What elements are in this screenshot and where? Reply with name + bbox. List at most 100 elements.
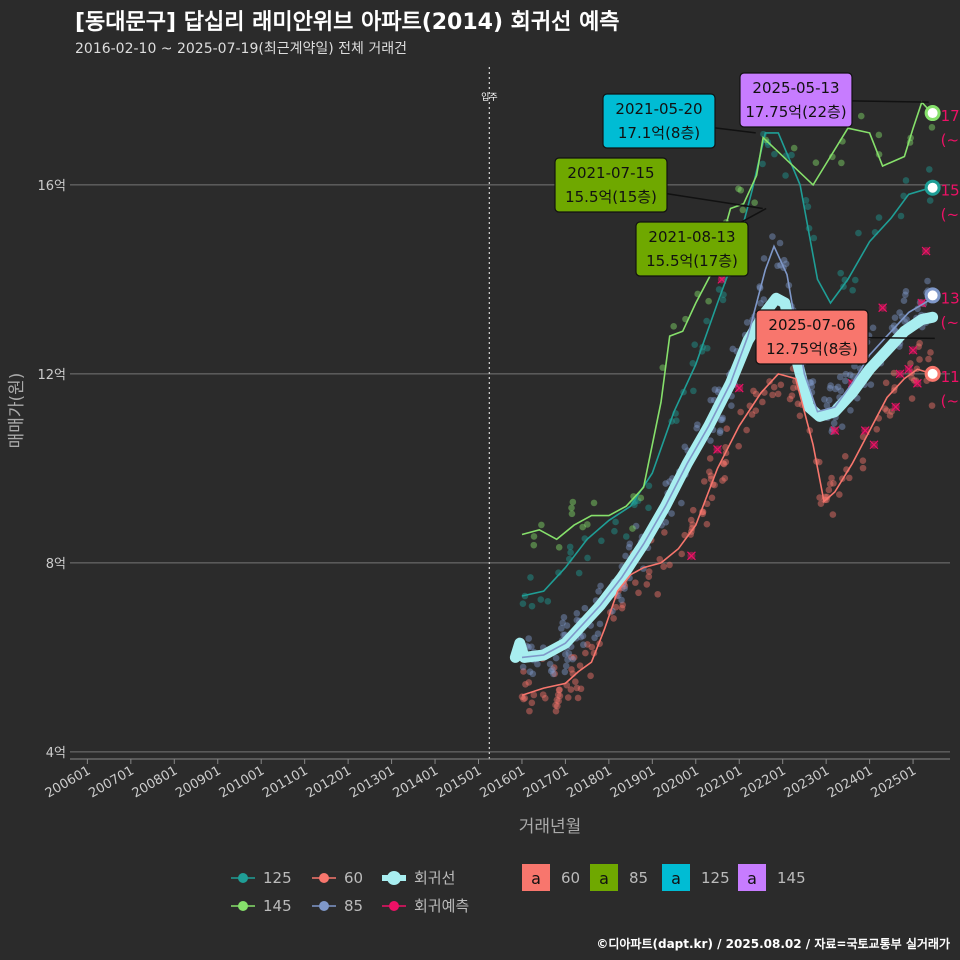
- legend-label: 125: [263, 869, 292, 887]
- data-point: [634, 497, 642, 505]
- data-point: [846, 371, 854, 379]
- data-point: [891, 384, 899, 391]
- legend-box-label: 60: [561, 869, 580, 887]
- data-point: [547, 667, 555, 675]
- legend-label: 60: [344, 869, 363, 887]
- data-point: [549, 666, 556, 673]
- data-point: [928, 124, 936, 131]
- data-point: [836, 373, 844, 381]
- callout-box: [739, 72, 853, 128]
- x-tick-label: 201801: [564, 763, 614, 801]
- data-point: [530, 691, 538, 699]
- data-point: [632, 579, 639, 586]
- data-point: [577, 685, 585, 693]
- data-point: [582, 649, 589, 657]
- data-point: [584, 554, 591, 562]
- data-point: [565, 650, 573, 657]
- data-point: [735, 185, 742, 193]
- data-point: [580, 641, 587, 649]
- callout-box: [635, 221, 749, 277]
- data-point: [816, 494, 823, 501]
- data-point: [594, 630, 602, 637]
- x-tick-label: 200601: [43, 763, 93, 801]
- data-point: [556, 692, 564, 700]
- data-point: [719, 477, 726, 484]
- chart-title: [동대문구] 답십리 래미안위브 아파트(2014) 회귀선 예측: [75, 10, 620, 35]
- data-point: [837, 387, 845, 395]
- data-point: [666, 561, 673, 569]
- data-point: [925, 355, 932, 363]
- data-point: [574, 694, 582, 702]
- data-point: [670, 323, 677, 330]
- data-point: [555, 544, 563, 551]
- data-point: [729, 345, 737, 353]
- data-point: [821, 396, 828, 403]
- data-point: [522, 681, 529, 688]
- data-point: [776, 239, 784, 247]
- data-point: [596, 620, 604, 628]
- data-point: [832, 385, 839, 393]
- data-point: [830, 479, 837, 487]
- data-point: [537, 596, 545, 603]
- callout-date: 2021-07-15: [567, 164, 654, 182]
- data-point: [521, 694, 529, 702]
- data-point: [520, 668, 527, 675]
- legend-box: [738, 864, 766, 891]
- data-point: [739, 206, 747, 214]
- data-point: [723, 425, 731, 432]
- prediction-cross: [891, 402, 901, 412]
- legend-label: 85: [344, 897, 363, 915]
- x-tick-label: 201501: [434, 763, 484, 801]
- data-point: [826, 480, 834, 488]
- data-point: [774, 390, 782, 398]
- x-tick-label: 200801: [130, 763, 180, 801]
- data-point: [588, 643, 596, 651]
- data-point: [719, 414, 726, 422]
- legend-box-label: 125: [701, 869, 730, 887]
- prediction-cross: [908, 345, 918, 355]
- data-point: [568, 510, 576, 518]
- prediction-cross: [687, 551, 696, 561]
- data-point: [555, 686, 563, 694]
- data-point: [568, 653, 575, 661]
- data-point: [751, 199, 758, 206]
- data-point: [558, 625, 565, 632]
- legend-box-letter: a: [531, 869, 541, 888]
- data-point: [526, 668, 534, 676]
- data-point: [891, 314, 899, 321]
- x-tick-label: 201201: [304, 763, 354, 801]
- data-point: [528, 643, 535, 651]
- data-point: [694, 421, 701, 428]
- data-point: [718, 416, 726, 423]
- legend-box-letter: a: [599, 869, 609, 888]
- data-point: [823, 402, 831, 409]
- prediction-cross: [912, 378, 922, 388]
- data-point: [621, 585, 628, 592]
- data-point: [721, 475, 729, 482]
- data-point: [926, 197, 934, 204]
- data-point: [790, 384, 797, 392]
- data-point: [573, 684, 581, 692]
- x-tick-label: 201001: [217, 763, 267, 801]
- data-point: [743, 319, 751, 326]
- data-point: [619, 601, 627, 609]
- data-point: [568, 504, 575, 512]
- data-point: [560, 613, 568, 621]
- data-point: [760, 296, 768, 303]
- data-point: [786, 395, 794, 403]
- data-point: [570, 654, 578, 661]
- legend-box-letter: a: [747, 869, 757, 888]
- data-point: [707, 396, 715, 404]
- data-point: [598, 537, 605, 545]
- data-point: [573, 610, 581, 617]
- data-point: [707, 472, 715, 480]
- data-point: [519, 663, 527, 671]
- y-tick-label: 12억: [37, 368, 66, 383]
- data-point: [555, 697, 562, 705]
- data-point: [722, 458, 730, 466]
- data-point: [902, 291, 909, 299]
- data-point: [788, 392, 796, 399]
- data-point: [520, 695, 527, 703]
- data-point: [804, 203, 812, 211]
